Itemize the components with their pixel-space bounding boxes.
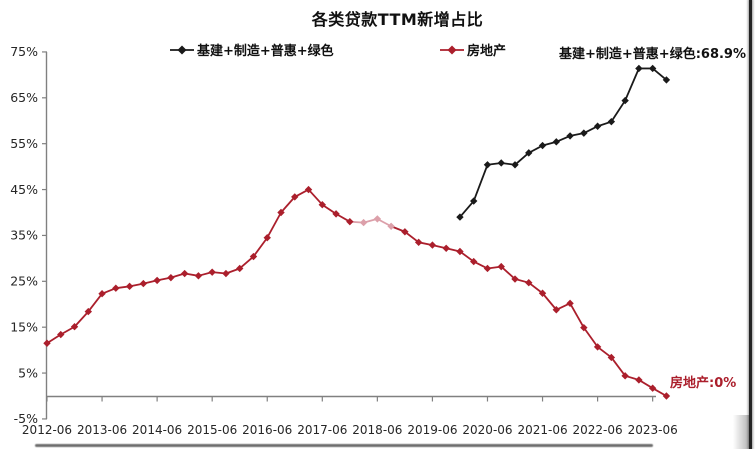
svg-text:25%: 25% [10, 274, 38, 289]
legend-item-property: 房地产 [440, 40, 506, 59]
svg-text:2014-06: 2014-06 [132, 423, 182, 437]
svg-text:2019-06: 2019-06 [407, 423, 457, 437]
svg-text:2015-06: 2015-06 [187, 423, 237, 437]
svg-text:65%: 65% [10, 90, 38, 105]
legend-label-infra: 基建+制造+普惠+绿色 [197, 44, 334, 59]
svg-text:5%: 5% [18, 365, 38, 380]
svg-text:75%: 75% [10, 44, 38, 59]
screenshot-bottom-edge-artifact [35, 444, 653, 447]
svg-text:15%: 15% [10, 319, 38, 334]
svg-text:2021-06: 2021-06 [517, 423, 567, 437]
svg-text:2022-06: 2022-06 [573, 423, 623, 437]
svg-text:45%: 45% [10, 182, 38, 197]
svg-text:55%: 55% [10, 136, 38, 151]
annotation-property-latest: 房地产:0% [670, 376, 737, 391]
svg-text:-5%: -5% [14, 411, 38, 426]
svg-text:2012-06: 2012-06 [22, 423, 72, 437]
screenshot-right-edge-artifact [749, 0, 752, 449]
annotation-infra-latest: 基建+制造+普惠+绿色:68.9% [559, 47, 746, 62]
legend-marker-infra-icon [170, 45, 194, 54]
chart-title: 各类贷款TTM新增占比 [311, 10, 484, 29]
svg-text:2013-06: 2013-06 [77, 423, 127, 437]
screenshot-corner-artifact [733, 415, 749, 449]
svg-text:2020-06: 2020-06 [462, 423, 512, 437]
svg-text:2016-06: 2016-06 [242, 423, 292, 437]
svg-text:2023-06: 2023-06 [628, 423, 678, 437]
legend-marker-property-icon [440, 45, 464, 54]
legend-label-property: 房地产 [467, 44, 507, 59]
svg-text:2017-06: 2017-06 [297, 423, 347, 437]
legend-item-infra: 基建+制造+普惠+绿色 [170, 40, 334, 59]
svg-text:35%: 35% [10, 228, 38, 243]
svg-text:2018-06: 2018-06 [352, 423, 402, 437]
